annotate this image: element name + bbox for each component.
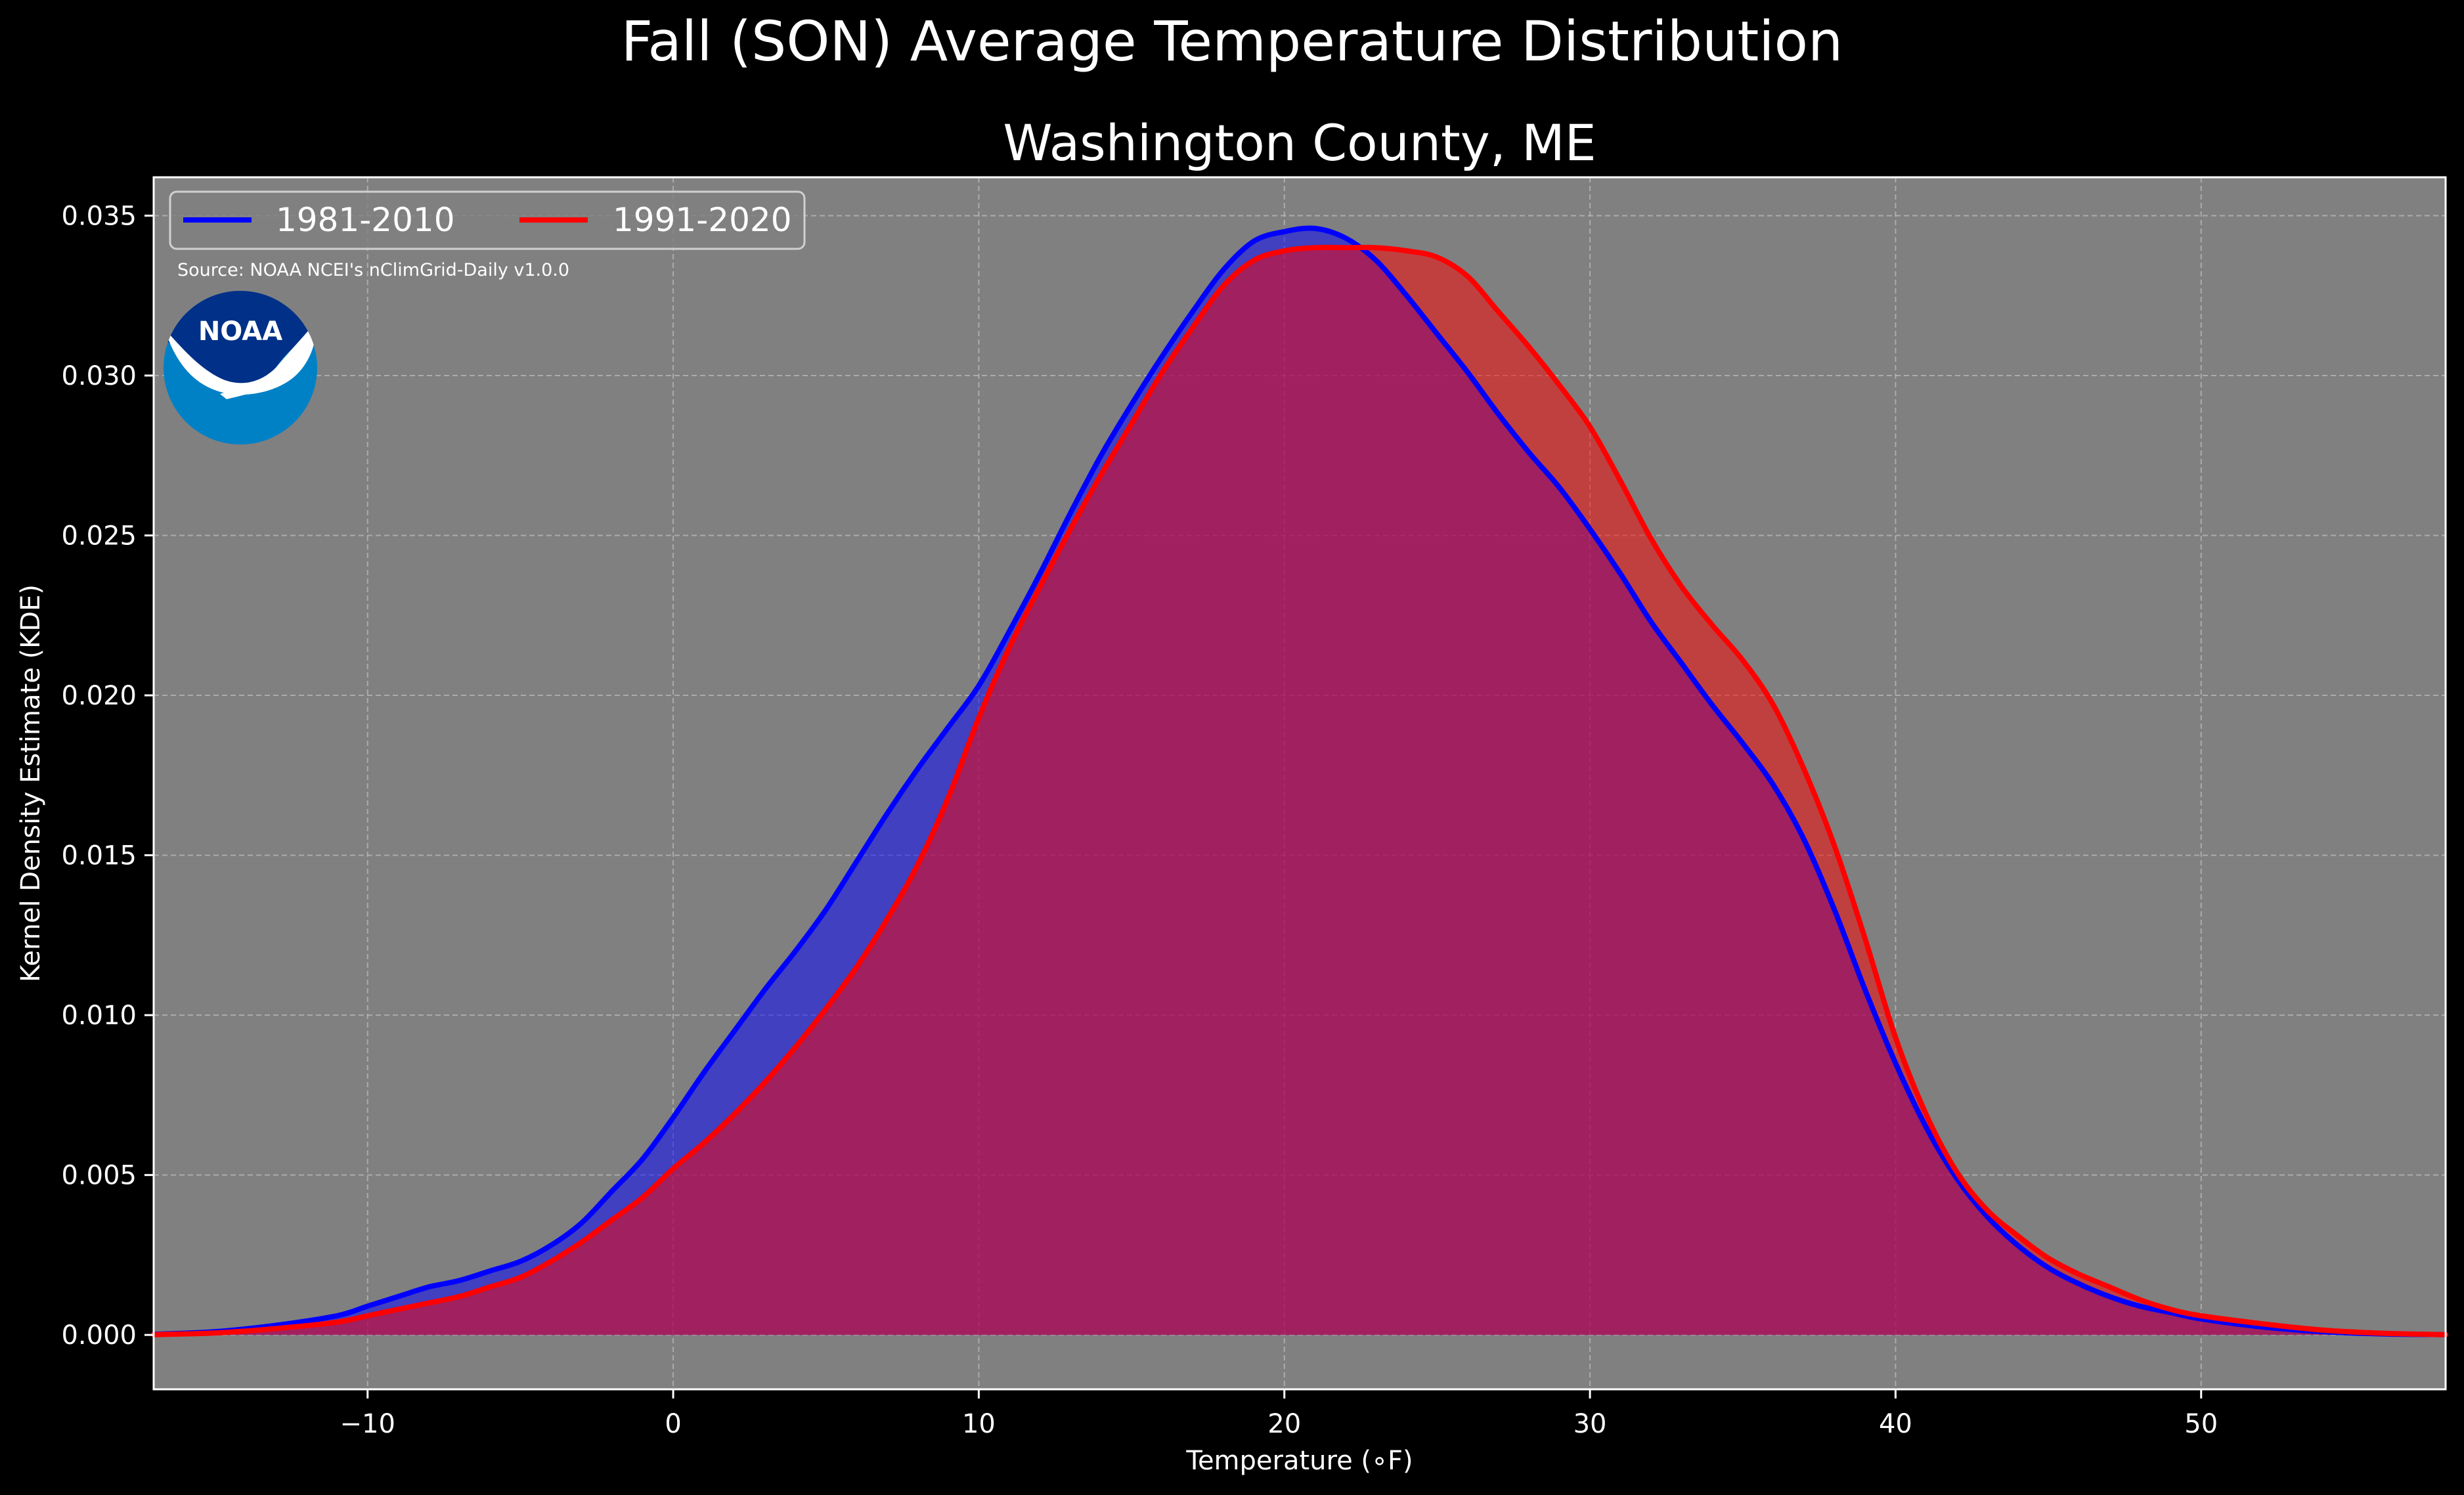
x-tick-label: 20 — [1267, 1409, 1301, 1439]
y-tick-label: 0.020 — [61, 681, 137, 711]
y-tick-label: 0.000 — [61, 1320, 137, 1351]
y-axis-label: Kernel Density Estimate (KDE) — [16, 584, 46, 982]
legend-label-1981-2010: 1981-2010 — [276, 201, 455, 239]
x-tick-label: 0 — [665, 1409, 681, 1439]
axis-ticks: −10 0 10 20 30 40 50 0.000 0.005 0.010 0.015 0.020 0… — [61, 201, 2218, 1439]
plot-frame — [152, 176, 2447, 1391]
density-areas — [154, 228, 2446, 1335]
x-axis-label: Temperature (∘F) — [1185, 1446, 1413, 1476]
x-tick-label: 30 — [1573, 1409, 1607, 1439]
x-tick-label: −10 — [340, 1409, 395, 1439]
x-tick-label: 50 — [2184, 1409, 2218, 1439]
x-tick-label: 10 — [962, 1409, 996, 1439]
legend: 1981-2010 1991-2020 — [169, 190, 806, 250]
noaa-logo: NOAA — [164, 291, 317, 444]
figure-title: Fall (SON) Average Temperature Distribut… — [621, 9, 1843, 74]
chart-title: Washington County, ME — [1003, 114, 1596, 172]
density-line-1981-2010 — [151, 225, 2448, 1337]
y-tick-label: 0.025 — [61, 521, 137, 552]
y-tick-label: 0.015 — [61, 841, 137, 871]
noaa-logo-wave — [164, 322, 316, 395]
y-tick-label: 0.010 — [61, 1001, 137, 1031]
source-note: Source: NOAA NCEI's nClimGrid-Daily v1.0… — [177, 260, 569, 280]
density-line-1991-2020 — [151, 244, 2448, 1337]
legend-box — [169, 190, 806, 250]
noaa-logo-text: NOAA — [198, 316, 282, 347]
legend-label-1991-2020: 1991-2020 — [613, 201, 792, 239]
y-tick-label: 0.005 — [61, 1161, 137, 1191]
density-area-1991-2020 — [154, 247, 2446, 1335]
y-tick-label: 0.035 — [61, 201, 137, 231]
density-lines — [151, 225, 2448, 1337]
x-tick-label: 40 — [1879, 1409, 1912, 1439]
noaa-logo-gull — [220, 385, 273, 399]
y-tick-label: 0.030 — [61, 361, 137, 391]
noaa-logo-top — [164, 291, 317, 387]
